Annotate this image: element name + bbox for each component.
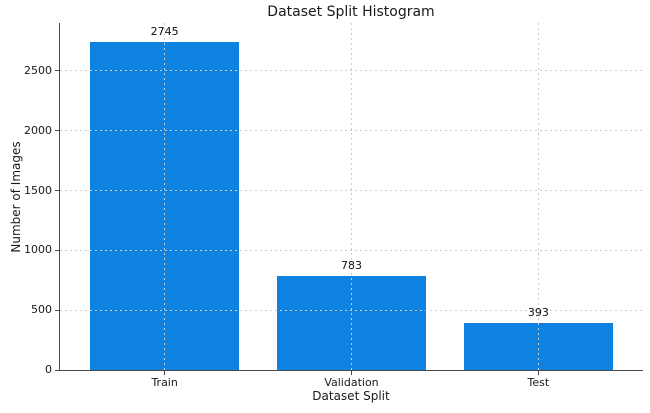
y-tick-mark: [55, 190, 59, 192]
y-tick-mark: [55, 70, 59, 72]
x-tick-label: Test: [527, 376, 550, 389]
y-tick-label: 0: [45, 363, 52, 376]
y-tick-label: 1500: [24, 183, 52, 197]
x-tick-mark: [537, 371, 539, 375]
chart-title: Dataset Split Histogram: [267, 4, 435, 20]
y-tick-label: 2000: [24, 123, 52, 137]
y-tick-mark: [55, 130, 59, 132]
bar-value-label: 2745: [150, 24, 179, 38]
x-tick-label: Train: [151, 376, 178, 389]
y-tick-mark: [55, 309, 59, 311]
y-tick-label: 1000: [24, 243, 52, 257]
vertical-gridline: [537, 23, 539, 370]
x-tick-label: Validation: [324, 376, 379, 389]
x-axis-label: Dataset Split: [312, 389, 390, 403]
y-tick-mark: [55, 369, 59, 371]
x-tick-mark: [164, 371, 166, 375]
plot-area: 0 500 1000 1500 2000 2500 2745 Train 783 Validati…: [24, 23, 643, 389]
y-tick-label: 500: [31, 303, 52, 317]
vertical-gridline: [164, 23, 166, 370]
bar-value-label: 783: [341, 259, 362, 273]
bar-value-label: 393: [527, 305, 549, 319]
vertical-gridline: [351, 23, 352, 370]
y-tick-label: 2500: [24, 63, 52, 77]
y-tick-mark: [55, 249, 59, 251]
x-tick-mark: [351, 371, 352, 375]
